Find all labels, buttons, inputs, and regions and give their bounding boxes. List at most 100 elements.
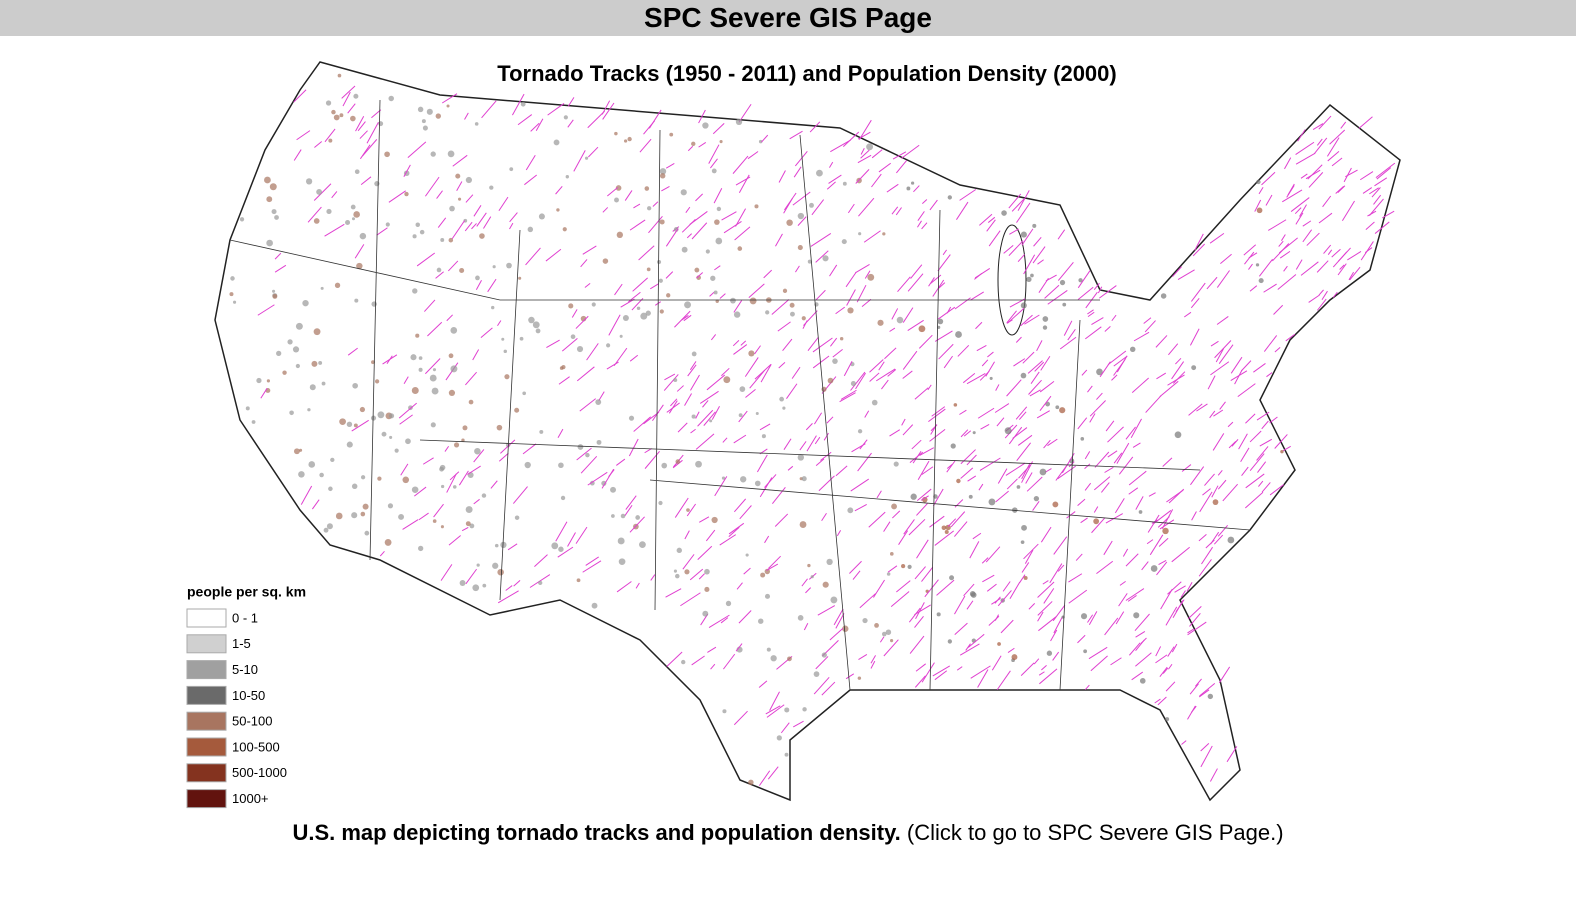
tornado-track: [789, 130, 803, 140]
tornado-track: [1157, 696, 1167, 706]
tornado-track: [1299, 204, 1307, 217]
population-speck: [799, 521, 807, 528]
tornado-track: [774, 513, 789, 527]
tornado-track: [735, 208, 746, 227]
tornado-track: [914, 675, 926, 688]
tornado-track: [509, 212, 518, 223]
population-speck: [313, 328, 321, 336]
tornado-track: [705, 529, 716, 542]
tornado-track: [440, 564, 453, 581]
population-speck: [1083, 649, 1088, 654]
population-speck: [807, 259, 812, 264]
tornado-track: [919, 447, 935, 456]
tornado-track: [909, 635, 925, 654]
tornado-track: [498, 452, 509, 462]
tornado-track: [977, 669, 989, 688]
population-speck: [558, 546, 564, 552]
population-speck: [758, 139, 763, 144]
map-image[interactable]: Tornado Tracks (1950 - 2011) and Populat…: [0, 36, 1576, 816]
population-speck: [377, 476, 382, 481]
tornado-track: [1198, 689, 1210, 698]
tornado-track: [1228, 440, 1237, 449]
tornado-track: [1253, 363, 1266, 373]
tornado-track: [1376, 167, 1392, 180]
tornado-track: [1263, 335, 1278, 352]
tornado-track: [997, 590, 1012, 607]
population-speck: [786, 219, 793, 226]
tornado-track: [1180, 590, 1186, 598]
tornado-track: [966, 372, 986, 385]
population-speck: [556, 208, 560, 212]
tornado-track: [1295, 259, 1303, 270]
tornado-track: [608, 469, 615, 477]
population-speck: [385, 222, 390, 227]
tornado-track: [1025, 472, 1033, 484]
population-speck: [847, 307, 854, 314]
tornado-track: [1168, 663, 1173, 670]
tornado-track: [1257, 461, 1267, 473]
tornado-track: [490, 480, 498, 489]
tornado-track: [720, 617, 729, 624]
tornado-track: [437, 217, 447, 228]
tornado-track: [932, 488, 944, 507]
tornado-track: [525, 247, 541, 266]
tornado-track: [1021, 562, 1030, 573]
population-speck: [656, 259, 662, 265]
population-speck: [675, 459, 681, 464]
tornado-track: [362, 139, 378, 157]
tornado-track: [1029, 389, 1041, 397]
tornado-track: [932, 665, 951, 677]
tornado-track: [1290, 197, 1310, 212]
population-speck: [1138, 510, 1143, 514]
caption-bold: U.S. map depicting tornado tracks and po…: [292, 820, 901, 845]
population-speck: [446, 104, 450, 108]
tornado-track: [497, 590, 519, 604]
population-speck: [384, 151, 390, 158]
tornado-track: [881, 379, 889, 390]
tornado-track: [760, 363, 772, 383]
caption[interactable]: U.S. map depicting tornado tracks and po…: [0, 820, 1576, 846]
tornado-track: [857, 154, 872, 164]
tornado-track: [1006, 478, 1018, 490]
population-speck: [886, 572, 891, 576]
population-speck: [614, 131, 618, 136]
tornado-track: [712, 123, 725, 135]
tornado-track: [359, 130, 368, 139]
tornado-track: [988, 230, 1001, 247]
population-speck: [563, 115, 568, 120]
population-speck: [758, 618, 764, 624]
tornado-track: [828, 174, 842, 184]
population-speck: [721, 476, 726, 480]
population-speck: [352, 382, 358, 389]
tornado-track: [917, 220, 922, 228]
population-speck: [989, 376, 993, 380]
tornado-track: [1249, 285, 1258, 292]
tornado-track: [1042, 580, 1049, 585]
population-speck: [455, 173, 461, 179]
tornado-track: [1155, 335, 1168, 348]
population-speck: [320, 286, 324, 290]
population-speck: [448, 353, 454, 359]
tornado-track: [633, 203, 641, 209]
tornado-track: [1249, 453, 1265, 472]
tornado-track: [475, 279, 482, 290]
population-speck: [447, 150, 455, 158]
tornado-track: [777, 321, 791, 332]
population-speck: [333, 114, 340, 121]
tornado-track: [402, 519, 419, 530]
population-speck: [1207, 693, 1214, 700]
tornado-track: [842, 131, 860, 148]
population-speck: [949, 575, 955, 581]
tornado-track: [931, 406, 946, 417]
tornado-track: [341, 85, 356, 99]
population-speck: [371, 301, 377, 307]
tornado-track: [448, 535, 461, 546]
tornado-track: [889, 429, 901, 437]
tornado-track: [956, 201, 969, 220]
population-speck: [448, 389, 456, 397]
tornado-track: [897, 276, 911, 292]
tornado-track: [1135, 639, 1145, 652]
caption-text: (Click to go to SPC Severe GIS Page.): [906, 820, 1284, 845]
population-speck: [669, 132, 674, 137]
